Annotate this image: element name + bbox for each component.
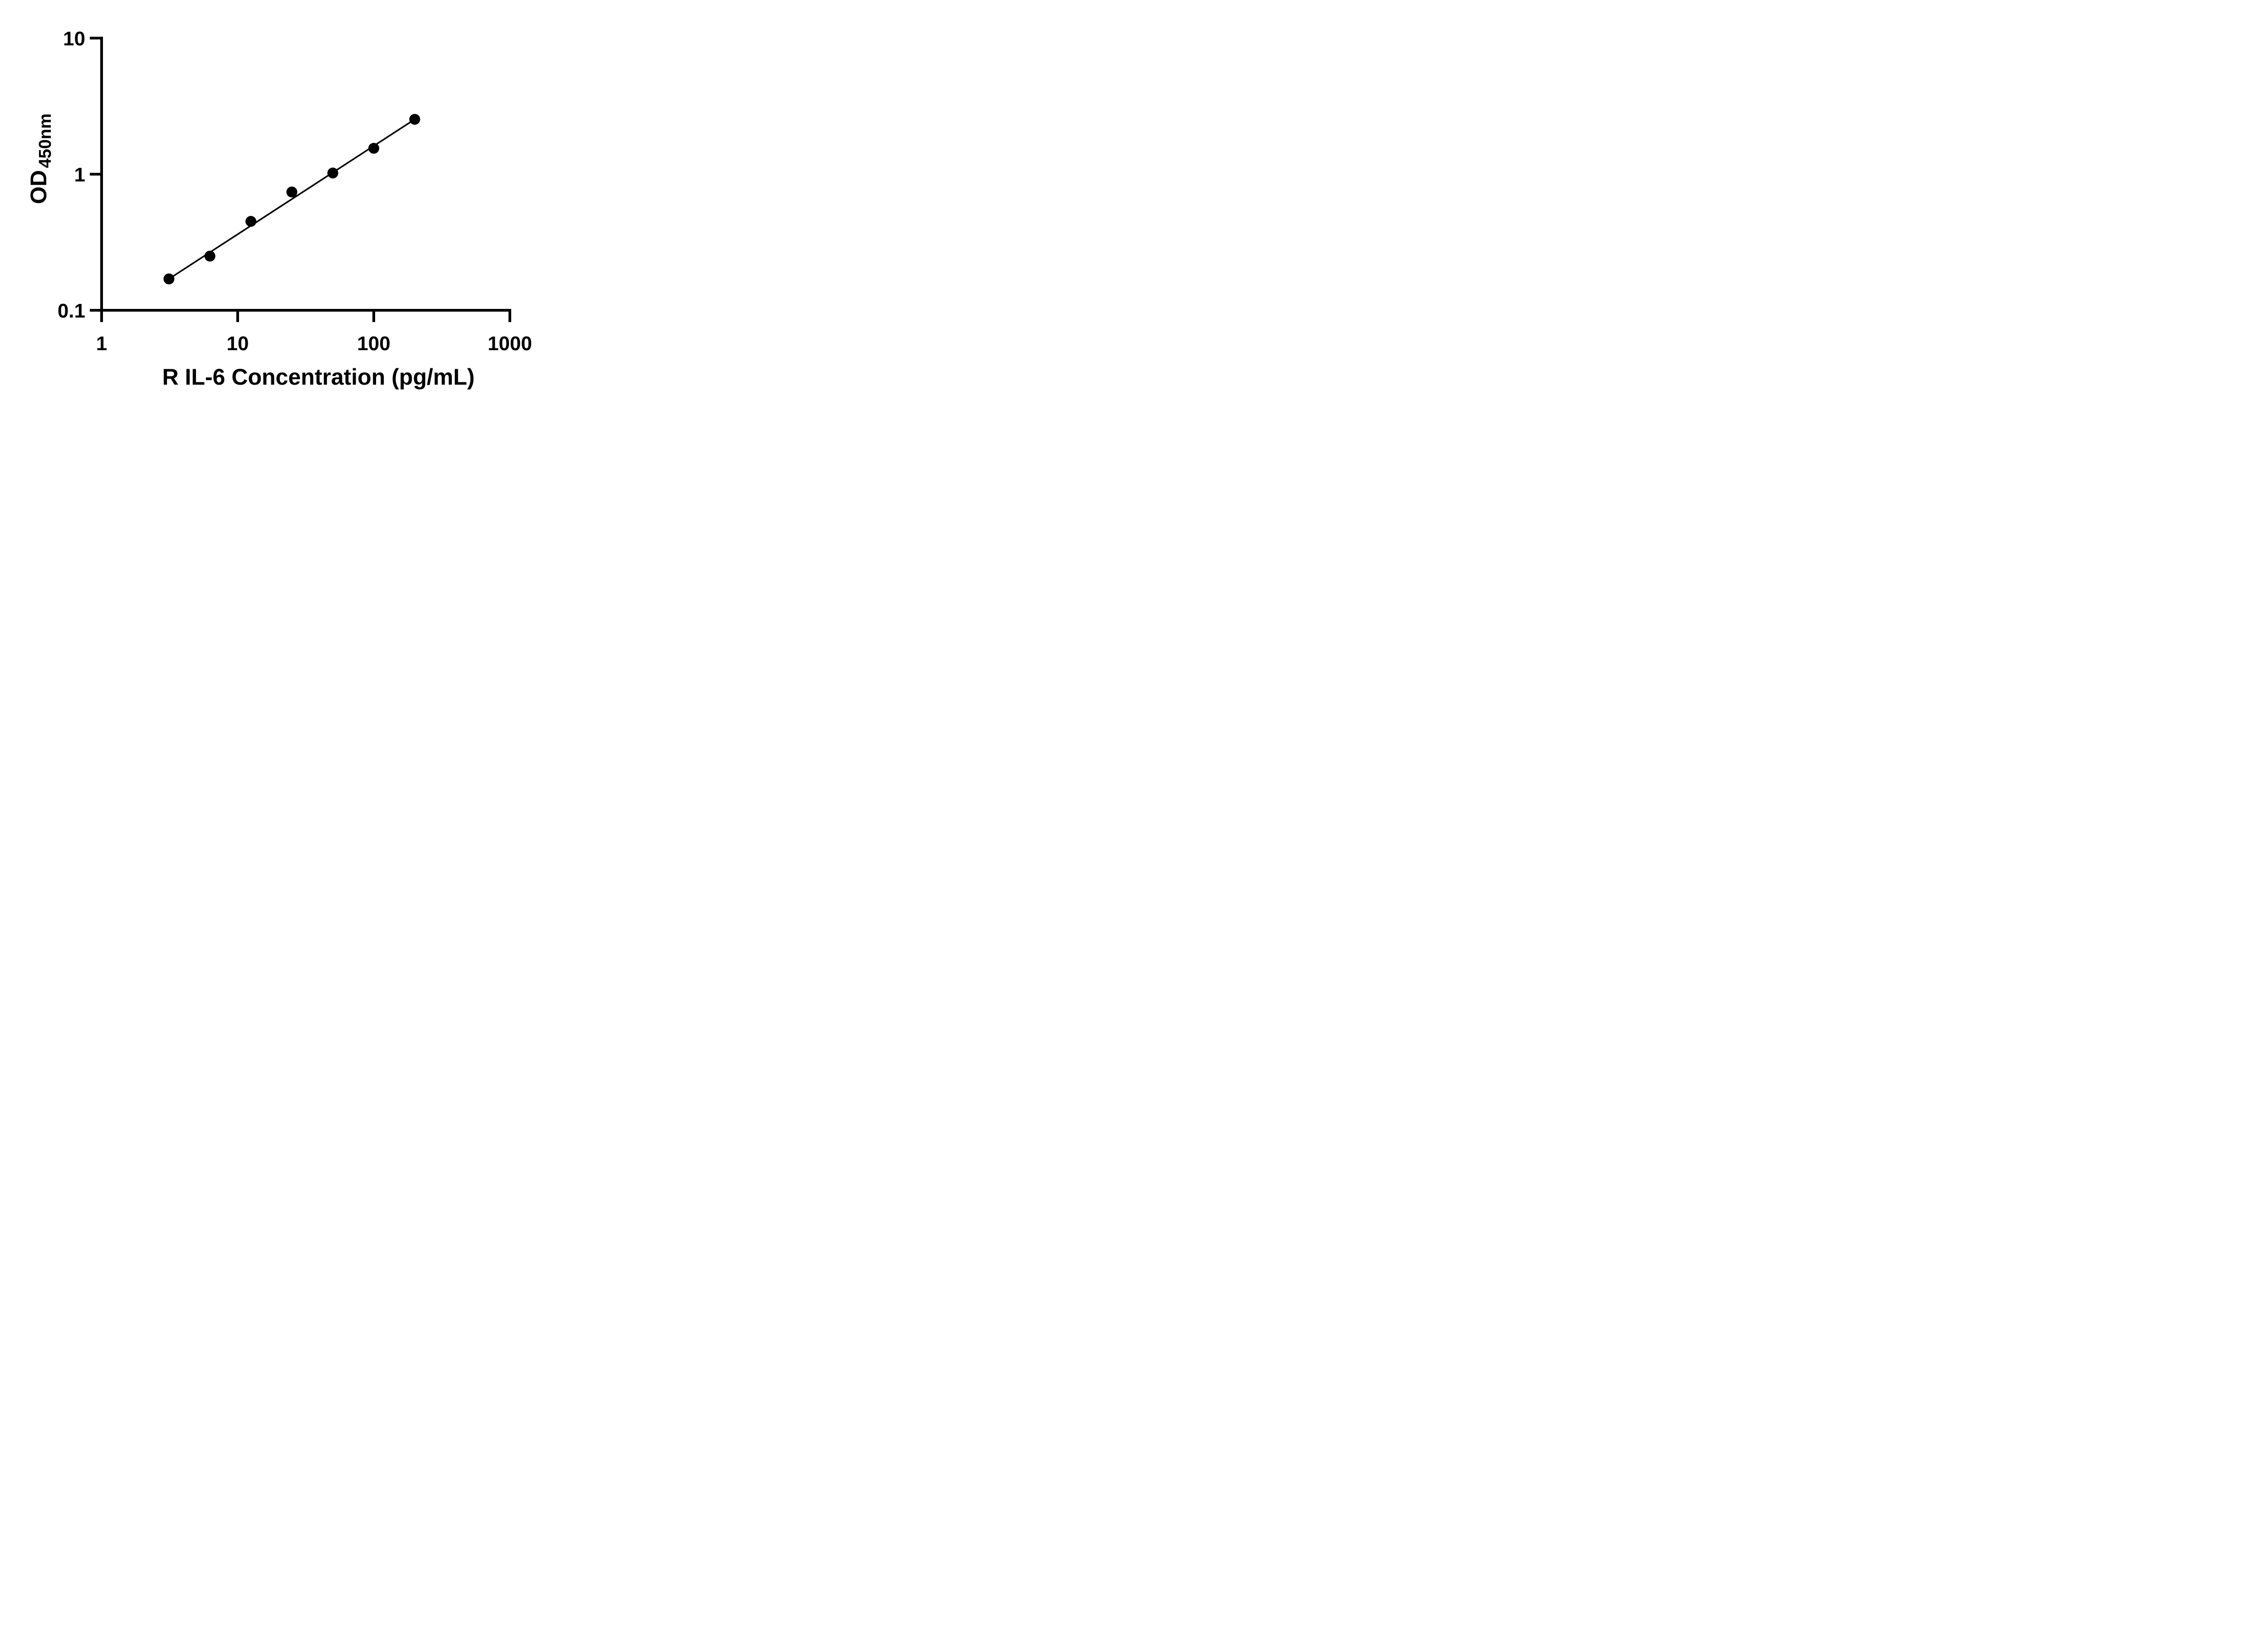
y-axis-title-main: OD: [26, 170, 51, 204]
data-point-1: [204, 250, 215, 262]
y-tick-label-10: 10: [63, 28, 85, 50]
axis-ticks: 1 10 100 1000 0.1 1 10: [58, 28, 532, 355]
x-tick-label-1: 1: [96, 332, 107, 355]
x-tick-label-10: 10: [227, 332, 249, 355]
data-point-3: [286, 186, 298, 198]
x-tick-label-1000: 1000: [488, 332, 532, 355]
data-point-6: [409, 114, 420, 125]
data-point-2: [245, 216, 257, 227]
data-point-4: [327, 167, 338, 179]
y-tick-label-0.1: 0.1: [58, 300, 85, 322]
data-point-0: [163, 273, 175, 284]
elisa-standard-curve-figure: 1 10 100 1000 0.1 1 10 R IL-6 Concentration (p…: [0, 0, 572, 408]
y-tick-label-1: 1: [74, 164, 85, 186]
y-axis-title: OD 450nm: [26, 113, 55, 204]
data-point-5: [368, 142, 379, 154]
y-axis-title-group: OD 450nm: [26, 113, 55, 204]
x-tick-label-100: 100: [357, 332, 390, 355]
standard-curve-chart: 1 10 100 1000 0.1 1 10 R IL-6 Concentration (p…: [26, 28, 532, 390]
y-axis-title-subscript: 450nm: [36, 113, 55, 168]
x-axis-title: R IL-6 Concentration (pg/mL): [162, 364, 475, 390]
plot-series: [163, 114, 420, 284]
